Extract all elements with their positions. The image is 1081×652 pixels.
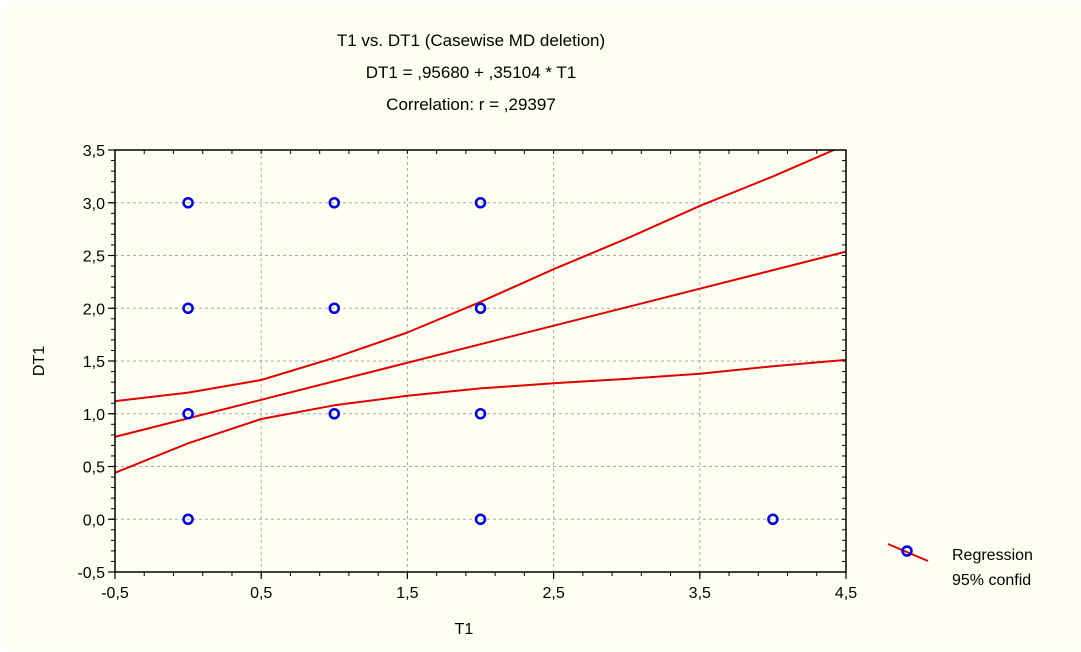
data-point [474,513,487,525]
correlation-text: Correlation: r = ,29397 [386,95,556,114]
legend-item-confidence: 95% confid [952,572,1031,589]
x-tick-label: 3,5 [689,585,711,602]
confidence-lower-line [115,358,846,474]
y-tick-label: 3,5 [83,143,105,160]
data-point [474,408,487,420]
data-point [182,197,194,209]
regression-line [115,250,846,438]
y-tick-label: 2,0 [83,301,105,318]
data-point [182,408,194,420]
data-points [182,197,779,525]
data-point [474,197,487,209]
data-point [328,408,341,420]
y-tick-label: -0,5 [77,565,105,582]
data-point [182,513,194,525]
confidence-upper-line [115,150,837,403]
regression-lines [115,150,846,474]
y-tick-label: 3,0 [83,196,105,213]
legend: Regression 95% confid [887,543,1033,589]
y-tick-label: 1,0 [83,407,105,424]
data-point [474,302,487,314]
y-tick-label: 0,0 [83,512,105,529]
data-point [182,302,194,314]
x-tick-label: -0,5 [101,585,129,602]
data-point [328,302,341,314]
data-point [328,197,341,209]
y-tick-label: 2,5 [83,249,105,266]
x-tick-label: 2,5 [542,585,564,602]
x-tick-label: 1,5 [396,585,418,602]
chart-title: T1 vs. DT1 (Casewise MD deletion) [337,31,605,50]
scatter-chart: T1 vs. DT1 (Casewise MD deletion) DT1 = … [31,31,1033,638]
x-tick-label: 0,5 [250,585,272,602]
grid-lines [115,150,846,572]
regression-equation: DT1 = ,95680 + ,35104 * T1 [366,63,576,82]
x-tick-label: 4,5 [835,585,857,602]
axis-ticks: -0,5 0,5 1,5 2,5 3,5 4,5 -0,5 0,0 0,5 1,0 1,5 2,0 2,… [77,143,857,602]
legend-marker-icon [901,545,913,557]
x-axis-label: T1 [455,621,474,638]
y-tick-label: 0,5 [83,460,105,477]
chart-frame: T1 vs. DT1 (Casewise MD deletion) DT1 = … [6,4,1081,650]
legend-line-icon [887,543,929,562]
y-tick-label: 1,5 [83,354,105,371]
data-point [767,513,779,525]
legend-item-regression: Regression [952,547,1033,564]
y-axis-label: DT1 [31,346,48,376]
